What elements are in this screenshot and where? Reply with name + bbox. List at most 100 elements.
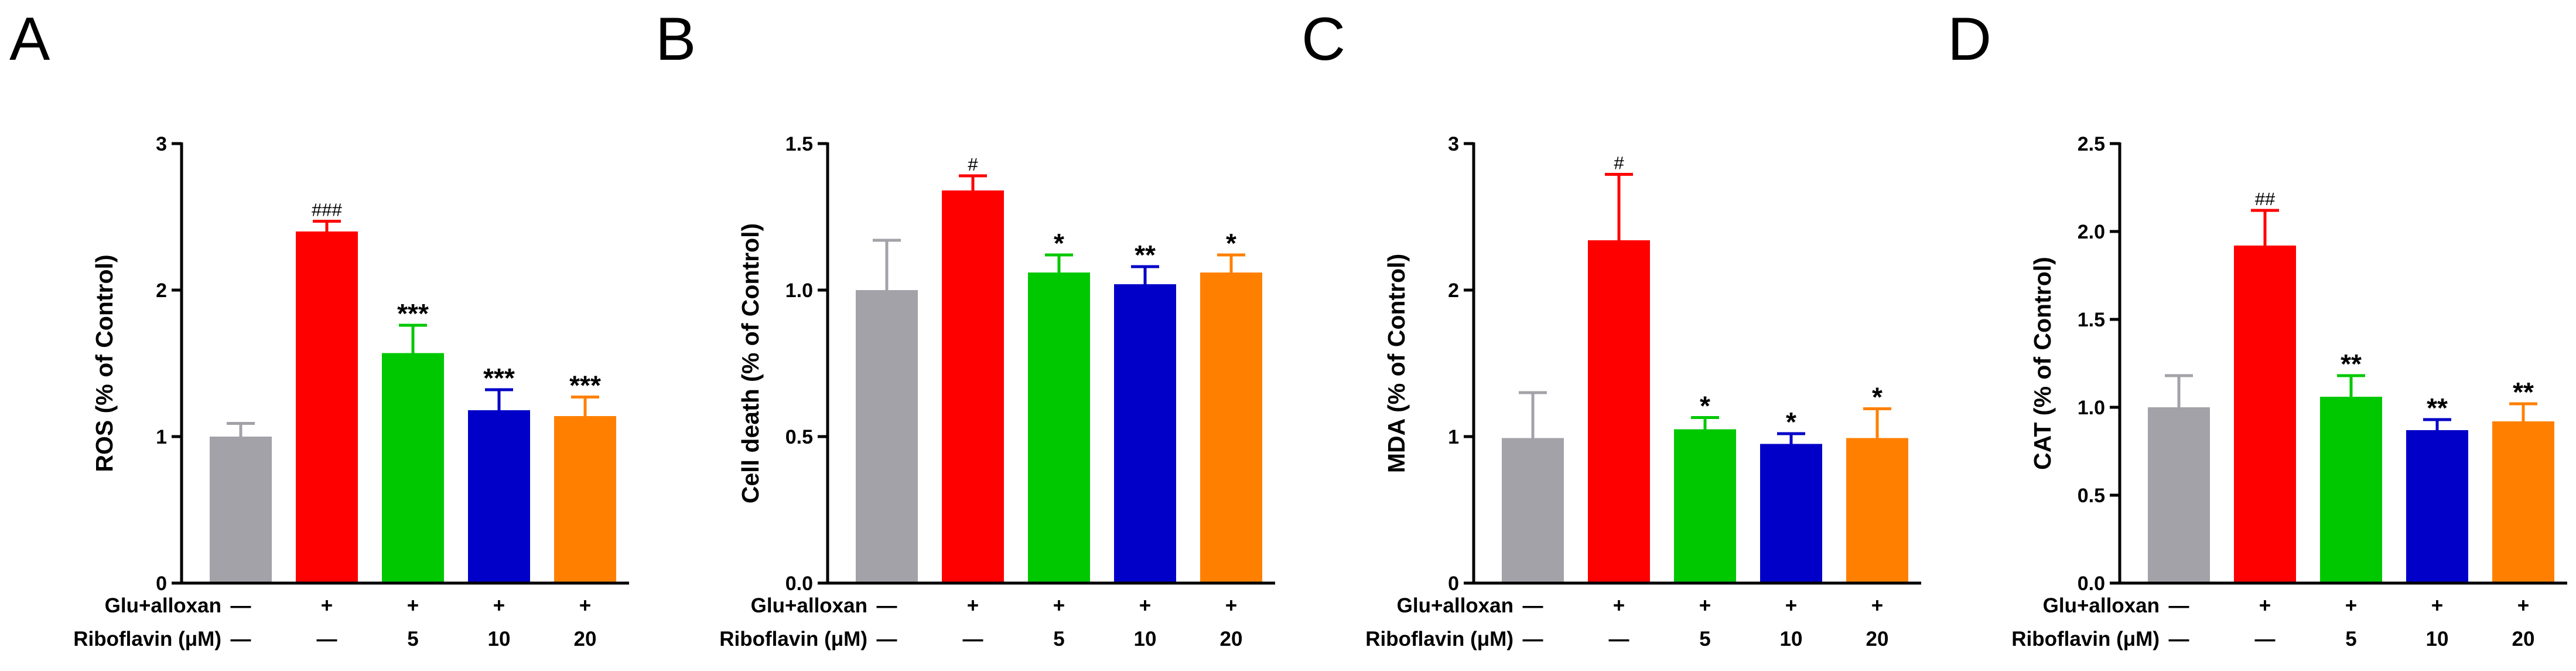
treatment-cell: + — [2517, 594, 2529, 617]
significance-star-label: *** — [397, 298, 429, 329]
treatment-cell: + — [1139, 594, 1151, 617]
treatment-cell: + — [1699, 594, 1711, 617]
bar — [468, 410, 530, 583]
bar — [2320, 397, 2382, 583]
significance-star-label: ** — [2513, 377, 2534, 407]
significance-star-label: * — [1700, 391, 1710, 421]
treatment-cell: 20 — [574, 628, 597, 650]
treatment-cell: — — [1523, 594, 1543, 617]
significance-star-label: * — [1872, 382, 1883, 413]
y-tick-label: 3 — [1448, 133, 1459, 155]
significance-star-label: * — [1226, 228, 1236, 258]
treatment-cell: — — [231, 628, 251, 650]
treatment-cell: 10 — [488, 628, 511, 650]
treatment-row-label: Glu+alloxan — [2043, 594, 2160, 617]
treatment-cell: — — [2169, 628, 2189, 650]
treatment-cell: 5 — [1699, 628, 1710, 650]
y-tick-label: 0.5 — [2078, 485, 2105, 507]
bar — [1846, 438, 1908, 583]
y-tick-label: 0.5 — [785, 426, 813, 448]
significance-hash-label: # — [968, 154, 978, 175]
treatment-cell: — — [877, 594, 897, 617]
panel-letter: D — [1948, 5, 1991, 73]
bar — [1760, 444, 1822, 583]
y-axis-title: ROS (% of Control) — [91, 254, 118, 472]
significance-star-label: *** — [569, 370, 601, 401]
significance-hash-label: # — [1614, 153, 1624, 173]
panel-letter: B — [655, 5, 696, 73]
y-tick-label: 1.5 — [785, 133, 813, 155]
bar — [1200, 273, 1262, 583]
bar — [296, 231, 358, 583]
bar — [2492, 421, 2554, 583]
treatment-cell: — — [317, 628, 337, 650]
treatment-cell: — — [963, 628, 983, 650]
bar — [1502, 438, 1564, 583]
treatment-cell: — — [1523, 628, 1543, 650]
treatment-cell: + — [321, 594, 333, 617]
treatment-cell: + — [967, 594, 979, 617]
treatment-cell: 10 — [1780, 628, 1803, 650]
treatment-cell: + — [1613, 594, 1625, 617]
treatment-row-label: Riboflavin (μM) — [719, 628, 867, 650]
panel-d: D CAT (% of Control) ## ** ** ** 0.0 0.5 1.0 1.5 2… — [1948, 5, 2567, 650]
treatment-cell: 10 — [1134, 628, 1157, 650]
significance-star-label: ** — [1135, 240, 1156, 270]
treatment-cell: + — [2431, 594, 2443, 617]
treatment-cell: + — [2259, 594, 2271, 617]
y-tick-label: 1 — [156, 426, 167, 448]
y-tick-label: 1.0 — [785, 280, 813, 302]
bar — [1114, 284, 1176, 583]
bar — [210, 437, 272, 583]
significance-hash-label: ## — [2255, 189, 2276, 209]
treatment-row-label: Glu+alloxan — [751, 594, 867, 617]
y-tick-label: 3 — [156, 133, 167, 155]
treatment-cell: 20 — [1220, 628, 1243, 650]
bar — [2234, 246, 2296, 583]
treatment-cell: — — [2169, 594, 2189, 617]
y-tick-label: 1.0 — [2078, 397, 2105, 419]
treatment-cell: — — [2255, 628, 2276, 650]
significance-hash-label: ### — [312, 200, 342, 220]
treatment-cell: + — [2345, 594, 2357, 617]
significance-star-label: * — [1786, 407, 1796, 437]
y-tick-label: 0 — [156, 573, 167, 595]
panel-c: C MDA (% of Control) # * * * 0 1 2 3 Glu+alloxan — +… — [1301, 5, 1921, 650]
treatment-cell: + — [1225, 594, 1237, 617]
bar — [382, 353, 444, 583]
treatment-cell: + — [1871, 594, 1883, 617]
significance-star-label: *** — [483, 363, 515, 393]
bar — [1588, 240, 1650, 583]
y-tick-label: 2.0 — [2078, 221, 2105, 243]
y-axis-title: CAT (% of Control) — [2029, 257, 2056, 470]
y-tick-label: 2 — [1448, 280, 1459, 302]
y-tick-label: 1 — [1448, 426, 1459, 448]
treatment-row-label: Riboflavin (μM) — [73, 628, 221, 650]
treatment-row-label: Riboflavin (μM) — [1365, 628, 1514, 650]
treatment-cell: + — [1785, 594, 1797, 617]
bar — [2148, 407, 2210, 583]
treatment-cell: + — [579, 594, 591, 617]
treatment-cell: — — [231, 594, 251, 617]
bar — [2406, 430, 2468, 583]
panel-letter: C — [1301, 5, 1345, 73]
y-tick-label: 0.0 — [785, 573, 813, 595]
significance-star-label: ** — [2341, 349, 2362, 379]
treatment-cell: — — [1609, 628, 1629, 650]
treatment-cell: 5 — [407, 628, 418, 650]
treatment-cell: 20 — [2512, 628, 2535, 650]
bar — [942, 190, 1004, 583]
y-tick-label: 2 — [156, 280, 167, 302]
significance-star-label: ** — [2427, 393, 2448, 423]
treatment-cell: + — [493, 594, 505, 617]
y-tick-label: 1.5 — [2078, 309, 2105, 331]
treatment-cell: — — [877, 628, 897, 650]
treatment-row-label: Glu+alloxan — [1397, 594, 1514, 617]
treatment-cell: 5 — [2345, 628, 2356, 650]
y-tick-label: 2.5 — [2078, 133, 2105, 155]
treatment-cell: 5 — [1053, 628, 1064, 650]
treatment-cell: 10 — [2426, 628, 2449, 650]
treatment-cell: 20 — [1866, 628, 1889, 650]
